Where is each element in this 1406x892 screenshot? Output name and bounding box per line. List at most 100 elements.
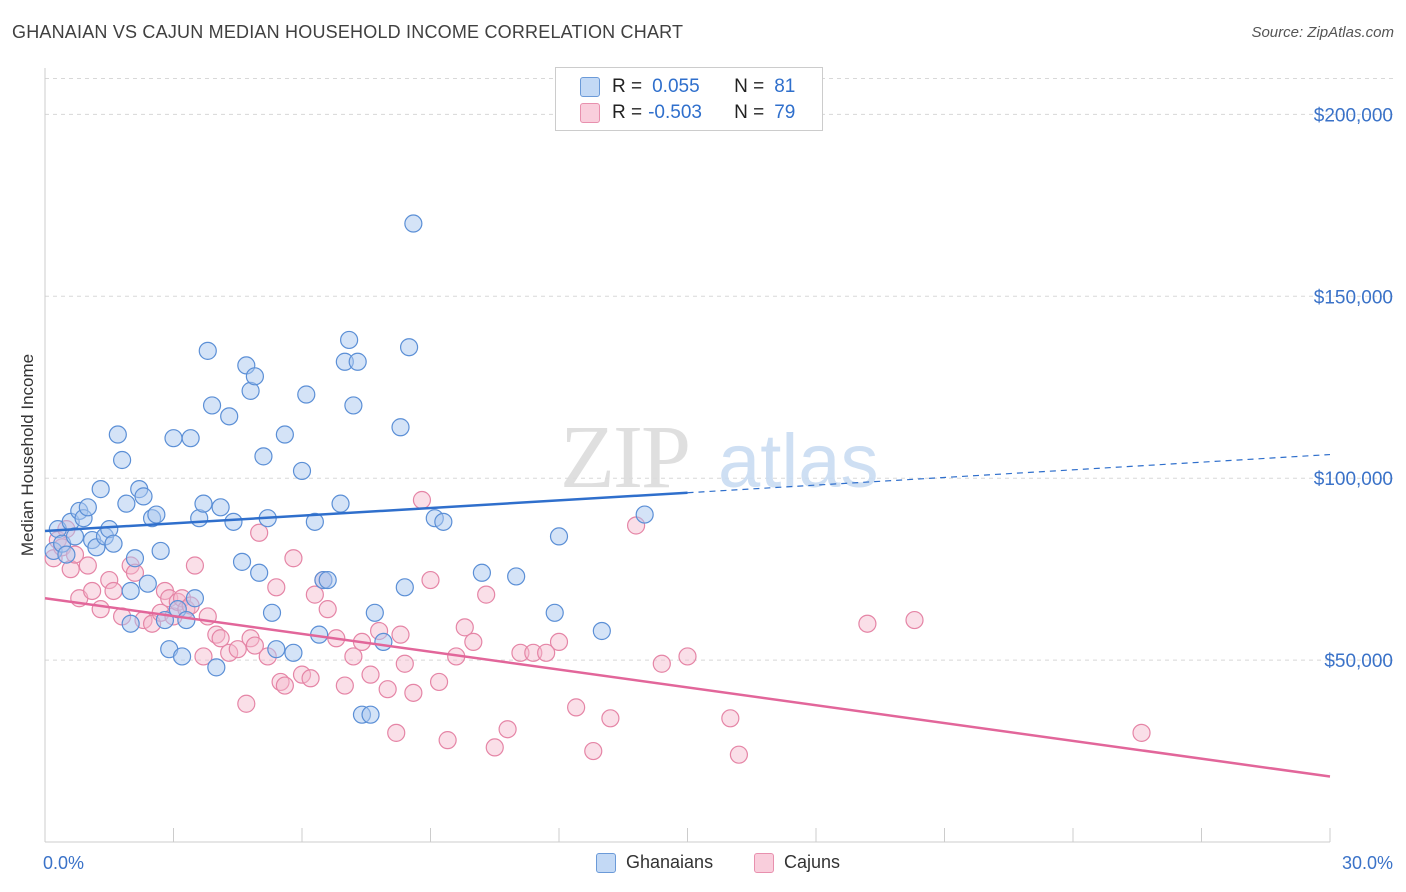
- ghanaian-point: [172, 647, 192, 666]
- cajun-trend-line: [44, 597, 1331, 778]
- ghanaian-point: [151, 541, 170, 561]
- ghanaian-point: [305, 512, 324, 531]
- cajun-point: [537, 643, 556, 662]
- legend-n-label: N =: [734, 102, 765, 123]
- legend-n-value: 79: [774, 102, 796, 123]
- ghanaian-point: [592, 621, 611, 641]
- cajun-swatch: [580, 103, 600, 123]
- cajun-point: [455, 618, 474, 637]
- cajun-point: [511, 643, 530, 662]
- cajun-point: [275, 676, 294, 695]
- y-tick-labels: $50,000 $100,000 $150,000 $200,000: [1314, 105, 1393, 672]
- ghanaian-series: [44, 214, 654, 724]
- cajun-point: [721, 709, 740, 728]
- cajun-point: [678, 647, 697, 666]
- cajun-point: [464, 632, 483, 652]
- cajun-point: [83, 581, 102, 601]
- ghanaian-point: [365, 603, 384, 622]
- source-credit: Source: ZipAtlas.com: [1251, 24, 1394, 41]
- ghanaian-point: [91, 480, 110, 499]
- ghanaian-point: [549, 527, 569, 546]
- cajun-point: [391, 625, 410, 644]
- ghanaian-point: [348, 352, 367, 371]
- ghanaian-point: [220, 407, 239, 426]
- cajun-point: [549, 632, 569, 652]
- legend-label-cajuns: Cajuns: [784, 852, 841, 872]
- y-tick-label: $100,000: [1314, 469, 1393, 490]
- cajun-point: [1132, 723, 1151, 742]
- cajun-point: [412, 490, 432, 510]
- ghanaian-point: [181, 429, 200, 448]
- series-legend: Ghanaians Cajuns: [0, 852, 1406, 876]
- legend-row-cajuns: R = -0.503 N = 79: [580, 101, 795, 125]
- cajun-point: [421, 570, 440, 590]
- cajun-swatch: [754, 852, 774, 873]
- ghanaian-point: [194, 494, 213, 513]
- ghanaian-point: [125, 549, 145, 568]
- cajun-point: [524, 643, 543, 662]
- trend-lines: [44, 453, 1331, 778]
- ghanaian-point: [374, 632, 393, 652]
- ghanaian-point: [224, 512, 243, 531]
- x-tick-label: 30.0%: [1342, 853, 1393, 873]
- ghanaian-point: [65, 527, 85, 546]
- cajun-point: [429, 672, 449, 692]
- legend-n-value: 81: [774, 76, 796, 97]
- ghanaian-point: [267, 640, 286, 659]
- watermark-atlas: atlas: [718, 419, 879, 504]
- ghanaian-point: [434, 512, 453, 531]
- cajun-point: [404, 683, 423, 702]
- ghanaian-point: [361, 705, 380, 724]
- ghanaian-point: [78, 498, 97, 517]
- ghanaian-point: [207, 658, 226, 677]
- ghanaian-point: [331, 494, 350, 513]
- ghanaian-point: [340, 330, 359, 350]
- cajun-point: [344, 647, 363, 666]
- cajun-point: [729, 745, 749, 764]
- cajun-point: [858, 614, 877, 633]
- cajun-point: [477, 585, 496, 604]
- ghanaian-point: [211, 498, 230, 517]
- legend-item-ghanaians: Ghanaians: [596, 852, 713, 873]
- ghanaian-point: [245, 367, 264, 386]
- watermark-zip: ZIP: [560, 408, 689, 507]
- cajun-point: [305, 585, 324, 604]
- ghanaian-point: [344, 396, 363, 415]
- ghanaian-point: [254, 447, 273, 466]
- ghanaian-point: [134, 487, 153, 506]
- cajun-point: [250, 523, 269, 542]
- cajun-point: [228, 640, 247, 659]
- ghanaian-point: [545, 603, 564, 622]
- legend-r-label: R =: [612, 76, 643, 97]
- ghanaian-swatch: [580, 77, 600, 97]
- ghanaian-point: [275, 425, 294, 444]
- ghanaian-point: [57, 545, 76, 564]
- cajun-point: [905, 610, 924, 630]
- ghanaian-point: [635, 505, 654, 524]
- legend-label-ghanaians: Ghanaians: [626, 852, 714, 872]
- cajun-point: [395, 654, 414, 673]
- ghanaian-point: [250, 563, 269, 582]
- cajun-point: [438, 731, 457, 750]
- ghanaian-point: [112, 450, 132, 470]
- legend-row-ghanaians: R = 0.055 N = 81: [580, 75, 795, 99]
- legend-r-value: -0.503: [648, 102, 702, 123]
- ghanaian-point: [185, 589, 205, 608]
- x-tick-label: 0.0%: [43, 853, 84, 873]
- ghanaian-point: [198, 341, 217, 360]
- ghanaian-point: [104, 534, 123, 553]
- cajun-point: [601, 709, 620, 728]
- cajun-point: [91, 600, 110, 619]
- cajun-point: [361, 665, 380, 684]
- ghanaian-point: [297, 385, 316, 404]
- cajun-point: [498, 720, 517, 739]
- ghanaian-point: [391, 418, 410, 437]
- chart-title: GHANAIAN VS CAJUN MEDIAN HOUSEHOLD INCOM…: [12, 22, 684, 42]
- ghanaian-point: [472, 563, 491, 582]
- cajun-point: [237, 694, 256, 713]
- cajun-point: [584, 741, 603, 761]
- cajun-point: [485, 738, 504, 757]
- ghanaian-trend-extension: [687, 453, 1331, 494]
- ghanaian-point: [202, 396, 222, 415]
- x-tick-labels: 0.0% 30.0%: [43, 853, 1393, 873]
